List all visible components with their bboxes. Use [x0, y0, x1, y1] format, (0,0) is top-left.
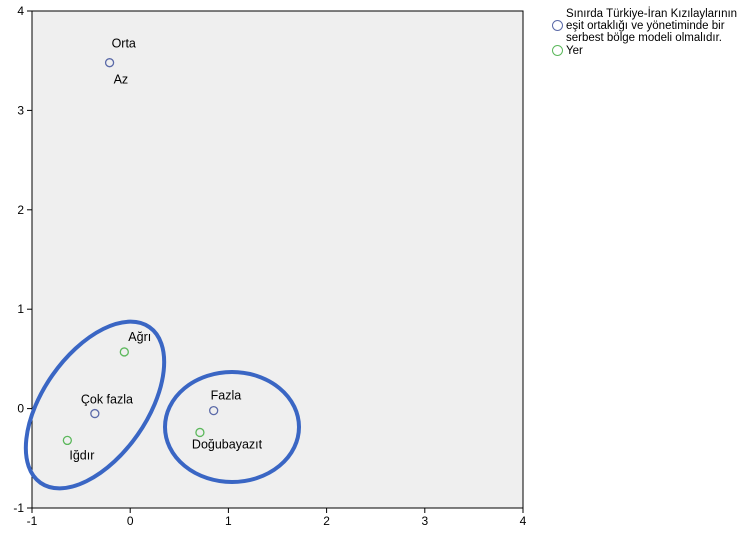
- data-point: [62, 435, 73, 446]
- legend-label: Yer: [566, 45, 583, 57]
- y-tick-label: 3: [17, 103, 24, 117]
- y-tick-label: 2: [17, 203, 24, 217]
- data-point: [104, 58, 115, 68]
- y-tick-label: 4: [17, 4, 24, 18]
- legend-marker-circle-icon: [552, 20, 563, 31]
- data-point: [195, 427, 205, 438]
- plot-area: [31, 10, 524, 509]
- legend-item-series-1: Sınırda Türkiye-İran Kızılaylarının eşit…: [552, 8, 747, 44]
- y-tick-label: -1: [13, 501, 24, 515]
- legend-marker-circle-icon: [552, 45, 563, 56]
- highlight-ellipse-left: [23, 319, 167, 491]
- x-tick-label: 0: [127, 514, 134, 528]
- data-point: [90, 408, 100, 419]
- data-point: [119, 347, 129, 357]
- legend: Sınırda Türkiye-İran Kızılaylarının eşit…: [552, 8, 747, 58]
- highlight-ellipse-right: [163, 370, 301, 484]
- data-label: Fazla: [211, 389, 242, 403]
- legend-label: Sınırda Türkiye-İran Kızılaylarının eşit…: [566, 8, 738, 44]
- data-label: Iğdır: [69, 448, 94, 462]
- data-label: Çok fazla: [81, 393, 133, 407]
- data-label: Doğubayazıt: [192, 437, 263, 451]
- y-tick-label: 0: [17, 402, 24, 416]
- x-tick-label: 4: [520, 514, 527, 528]
- legend-item-series-2: Yer: [552, 45, 747, 57]
- x-tick-label: -1: [27, 514, 38, 528]
- data-label: Az: [114, 73, 129, 87]
- x-tick-label: 2: [323, 514, 330, 528]
- data-label: Orta: [112, 37, 136, 51]
- data-label: Ağrı: [128, 330, 151, 344]
- y-tick-label: 1: [17, 302, 24, 316]
- data-point: [209, 405, 219, 416]
- x-tick-label: 1: [225, 514, 232, 528]
- x-tick-label: 3: [421, 514, 428, 528]
